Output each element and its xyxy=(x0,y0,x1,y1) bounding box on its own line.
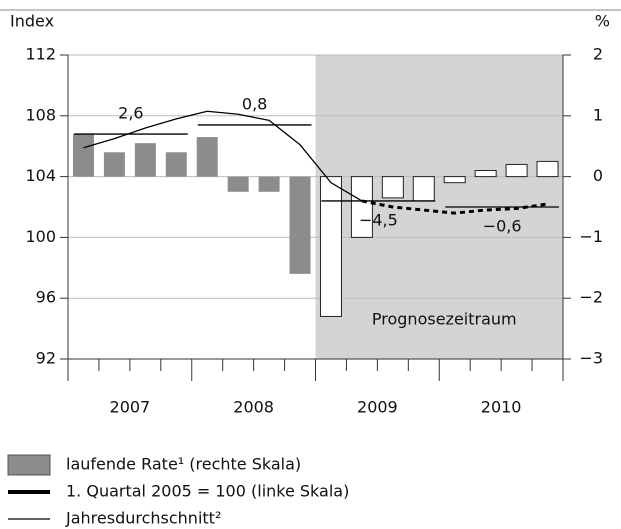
bar xyxy=(72,134,94,177)
bar xyxy=(381,176,404,199)
y-tick-label: 108 xyxy=(25,105,56,124)
x-group-label: 2008 xyxy=(233,398,274,417)
y-tick-label: 92 xyxy=(36,349,56,368)
annotation: 0,8 xyxy=(242,94,267,113)
bar xyxy=(319,176,342,317)
y-axis-label: Index xyxy=(10,12,54,31)
x-group-label: 2009 xyxy=(357,398,398,417)
bar xyxy=(165,152,187,177)
legend-label: 1. Quartal 2005 = 100 (linke Skala) xyxy=(66,482,349,501)
line xyxy=(361,199,548,215)
line xyxy=(83,110,363,202)
legend-swatch xyxy=(7,454,51,476)
bar xyxy=(505,163,528,178)
legend-label: Jahresdurchschnitt² xyxy=(65,509,221,528)
y-tick-label: 112 xyxy=(25,45,56,64)
annotation: −4,5 xyxy=(359,210,398,229)
y2-tick-label: 1 xyxy=(593,105,603,124)
bar xyxy=(350,176,373,238)
bar xyxy=(134,143,156,177)
x-group-label: 2010 xyxy=(481,398,522,417)
forecast-label: Prognosezeitraum xyxy=(372,310,517,329)
annotation: −0,6 xyxy=(483,217,522,236)
legend-label: laufende Rate¹ (rechte Skala) xyxy=(66,455,301,474)
bar xyxy=(412,176,435,202)
bar xyxy=(443,176,466,184)
y2-tick-label: 0 xyxy=(593,166,603,185)
y-tick-label: 100 xyxy=(25,227,56,246)
bar xyxy=(227,176,249,192)
x-group-label: 2007 xyxy=(110,398,151,417)
bar xyxy=(103,152,125,177)
y2-tick-label: −2 xyxy=(579,288,603,307)
y-tick-label: 96 xyxy=(36,288,56,307)
bar xyxy=(289,176,311,274)
annotation: 2,6 xyxy=(118,104,143,123)
bar xyxy=(536,160,559,178)
y2-axis-label: % xyxy=(595,12,610,31)
y2-tick-label: −1 xyxy=(579,227,603,246)
bar xyxy=(258,176,280,192)
bar xyxy=(474,170,497,178)
y2-tick-label: −3 xyxy=(579,349,603,368)
bar xyxy=(196,137,218,177)
y2-tick-label: 2 xyxy=(593,45,603,64)
y-tick-label: 104 xyxy=(25,166,56,185)
